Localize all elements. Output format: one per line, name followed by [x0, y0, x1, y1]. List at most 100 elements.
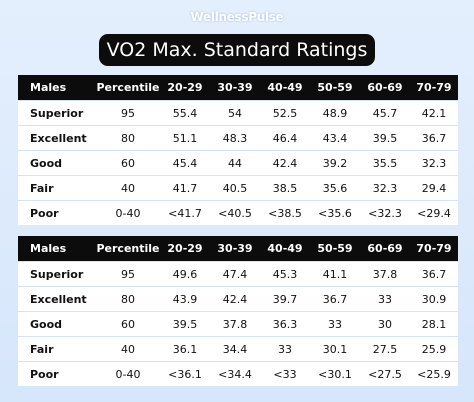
- table-cell: 32.3: [410, 150, 458, 176]
- table-cell: 27.5: [360, 336, 410, 362]
- table-cell: 48.9: [310, 100, 360, 126]
- ratings-table: Males Percentile 20-29 30-39 40-49 50-59 60-69…: [18, 236, 458, 386]
- table-cell: <25.9: [410, 361, 458, 386]
- rating-label: Superior: [18, 261, 96, 287]
- header-cell: 20-29: [160, 236, 210, 262]
- table-cell: 39.2: [310, 150, 360, 176]
- table-cell: <33: [260, 361, 310, 386]
- table-cell: 36.1: [160, 336, 210, 362]
- rating-label: Good: [18, 311, 96, 337]
- table-cell: 95: [96, 100, 160, 126]
- table-row: Fair 40 36.1 34.4 33 30.1 27.5 25.9: [18, 336, 458, 362]
- header-row: Males Percentile 20-29 30-39 40-49 50-59 60-69…: [18, 236, 458, 262]
- table-row: Superior 95 55.4 54 52.5 48.9 45.7 42.1: [18, 100, 458, 126]
- table-cell: 36.3: [260, 311, 310, 337]
- table-cell: 42.4: [210, 286, 260, 312]
- table-cell: 42.4: [260, 150, 310, 176]
- table-cell: 41.7: [160, 175, 210, 201]
- table-cell: 37.8: [360, 261, 410, 287]
- table-cell: 35.5: [360, 150, 410, 176]
- table-cell: 42.1: [410, 100, 458, 126]
- table-row: Poor 0-40 <41.7 <40.5 <38.5 <35.6 <32.3 <29.4: [18, 200, 458, 225]
- rating-label: Excellent: [18, 286, 96, 312]
- header-row: Males Percentile 20-29 30-39 40-49 50-59 60-69…: [18, 75, 458, 101]
- table-cell: 60: [96, 311, 160, 337]
- table-cell: <41.7: [160, 200, 210, 225]
- table-cell: 44: [210, 150, 260, 176]
- header-cell: 40-49: [260, 236, 310, 262]
- table-cell: 48.3: [210, 125, 260, 151]
- table-cell: 33: [360, 286, 410, 312]
- table-row: Fair 40 41.7 40.5 38.5 35.6 32.3 29.4: [18, 175, 458, 201]
- table-cell: 41.1: [310, 261, 360, 287]
- table-cell: 38.5: [260, 175, 310, 201]
- table-cell: 36.7: [410, 125, 458, 151]
- table-cell: 39.5: [360, 125, 410, 151]
- rating-label: Fair: [18, 175, 96, 201]
- table-cell: <27.5: [360, 361, 410, 386]
- rating-label: Excellent: [18, 125, 96, 151]
- table-cell: 46.4: [260, 125, 310, 151]
- table-cell: 40: [96, 175, 160, 201]
- header-cell: Males: [18, 236, 96, 262]
- table-cell: 30: [360, 311, 410, 337]
- table-cell: <30.1: [310, 361, 360, 386]
- table-cell: 45.7: [360, 100, 410, 126]
- header-cell: 20-29: [160, 75, 210, 101]
- rating-label: Fair: [18, 336, 96, 362]
- table-row: Good 60 45.4 44 42.4 39.2 35.5 32.3: [18, 150, 458, 176]
- header-cell: 60-69: [360, 236, 410, 262]
- table-cell: 80: [96, 125, 160, 151]
- table-cell: <36.1: [160, 361, 210, 386]
- table-cell: 30.9: [410, 286, 458, 312]
- table-cell: 47.4: [210, 261, 260, 287]
- table-cell: 49.6: [160, 261, 210, 287]
- table-row: Excellent 80 51.1 48.3 46.4 43.4 39.5 36.7: [18, 125, 458, 151]
- table-cell: <29.4: [410, 200, 458, 225]
- table-cell: 33: [260, 336, 310, 362]
- table-cell: 0-40: [96, 361, 160, 386]
- table-cell: 36.7: [310, 286, 360, 312]
- header-cell: 40-49: [260, 75, 310, 101]
- table-cell: 40.5: [210, 175, 260, 201]
- header-cell: 70-79: [410, 236, 458, 262]
- table-cell: 30.1: [310, 336, 360, 362]
- table-cell: 52.5: [260, 100, 310, 126]
- table-cell: 43.4: [310, 125, 360, 151]
- table-row: Superior 95 49.6 47.4 45.3 41.1 37.8 36.7: [18, 261, 458, 287]
- table-cell: 43.9: [160, 286, 210, 312]
- table-row: Good 60 39.5 37.8 36.3 33 30 28.1: [18, 311, 458, 337]
- table-cell: 28.1: [410, 311, 458, 337]
- table-cell: <38.5: [260, 200, 310, 225]
- table-cell: 54: [210, 100, 260, 126]
- table-cell: 51.1: [160, 125, 210, 151]
- table-cell: 35.6: [310, 175, 360, 201]
- table-cell: 45.4: [160, 150, 210, 176]
- table-row: Poor 0-40 <36.1 <34.4 <33 <30.1 <27.5 <25.9: [18, 361, 458, 386]
- table-cell: 37.8: [210, 311, 260, 337]
- table-cell: 0-40: [96, 200, 160, 225]
- table-cell: 34.4: [210, 336, 260, 362]
- table-cell: <35.6: [310, 200, 360, 225]
- table-cell: 32.3: [360, 175, 410, 201]
- header-cell: 30-39: [210, 75, 260, 101]
- header-cell: 60-69: [360, 75, 410, 101]
- header-cell: 50-59: [310, 75, 360, 101]
- table-cell: 95: [96, 261, 160, 287]
- table-cell: 39.7: [260, 286, 310, 312]
- header-cell: 50-59: [310, 236, 360, 262]
- table-cell: <32.3: [360, 200, 410, 225]
- table-cell: 25.9: [410, 336, 458, 362]
- table-cell: <34.4: [210, 361, 260, 386]
- table-cell: 40: [96, 336, 160, 362]
- table-cell: 29.4: [410, 175, 458, 201]
- table-cell: 39.5: [160, 311, 210, 337]
- header-cell: 70-79: [410, 75, 458, 101]
- table-cell: 45.3: [260, 261, 310, 287]
- header-cell: Percentile: [96, 236, 160, 262]
- table-cell: 60: [96, 150, 160, 176]
- table-cell: 36.7: [410, 261, 458, 287]
- brand-logo: WellnessPulse: [190, 10, 284, 24]
- table-cell: <40.5: [210, 200, 260, 225]
